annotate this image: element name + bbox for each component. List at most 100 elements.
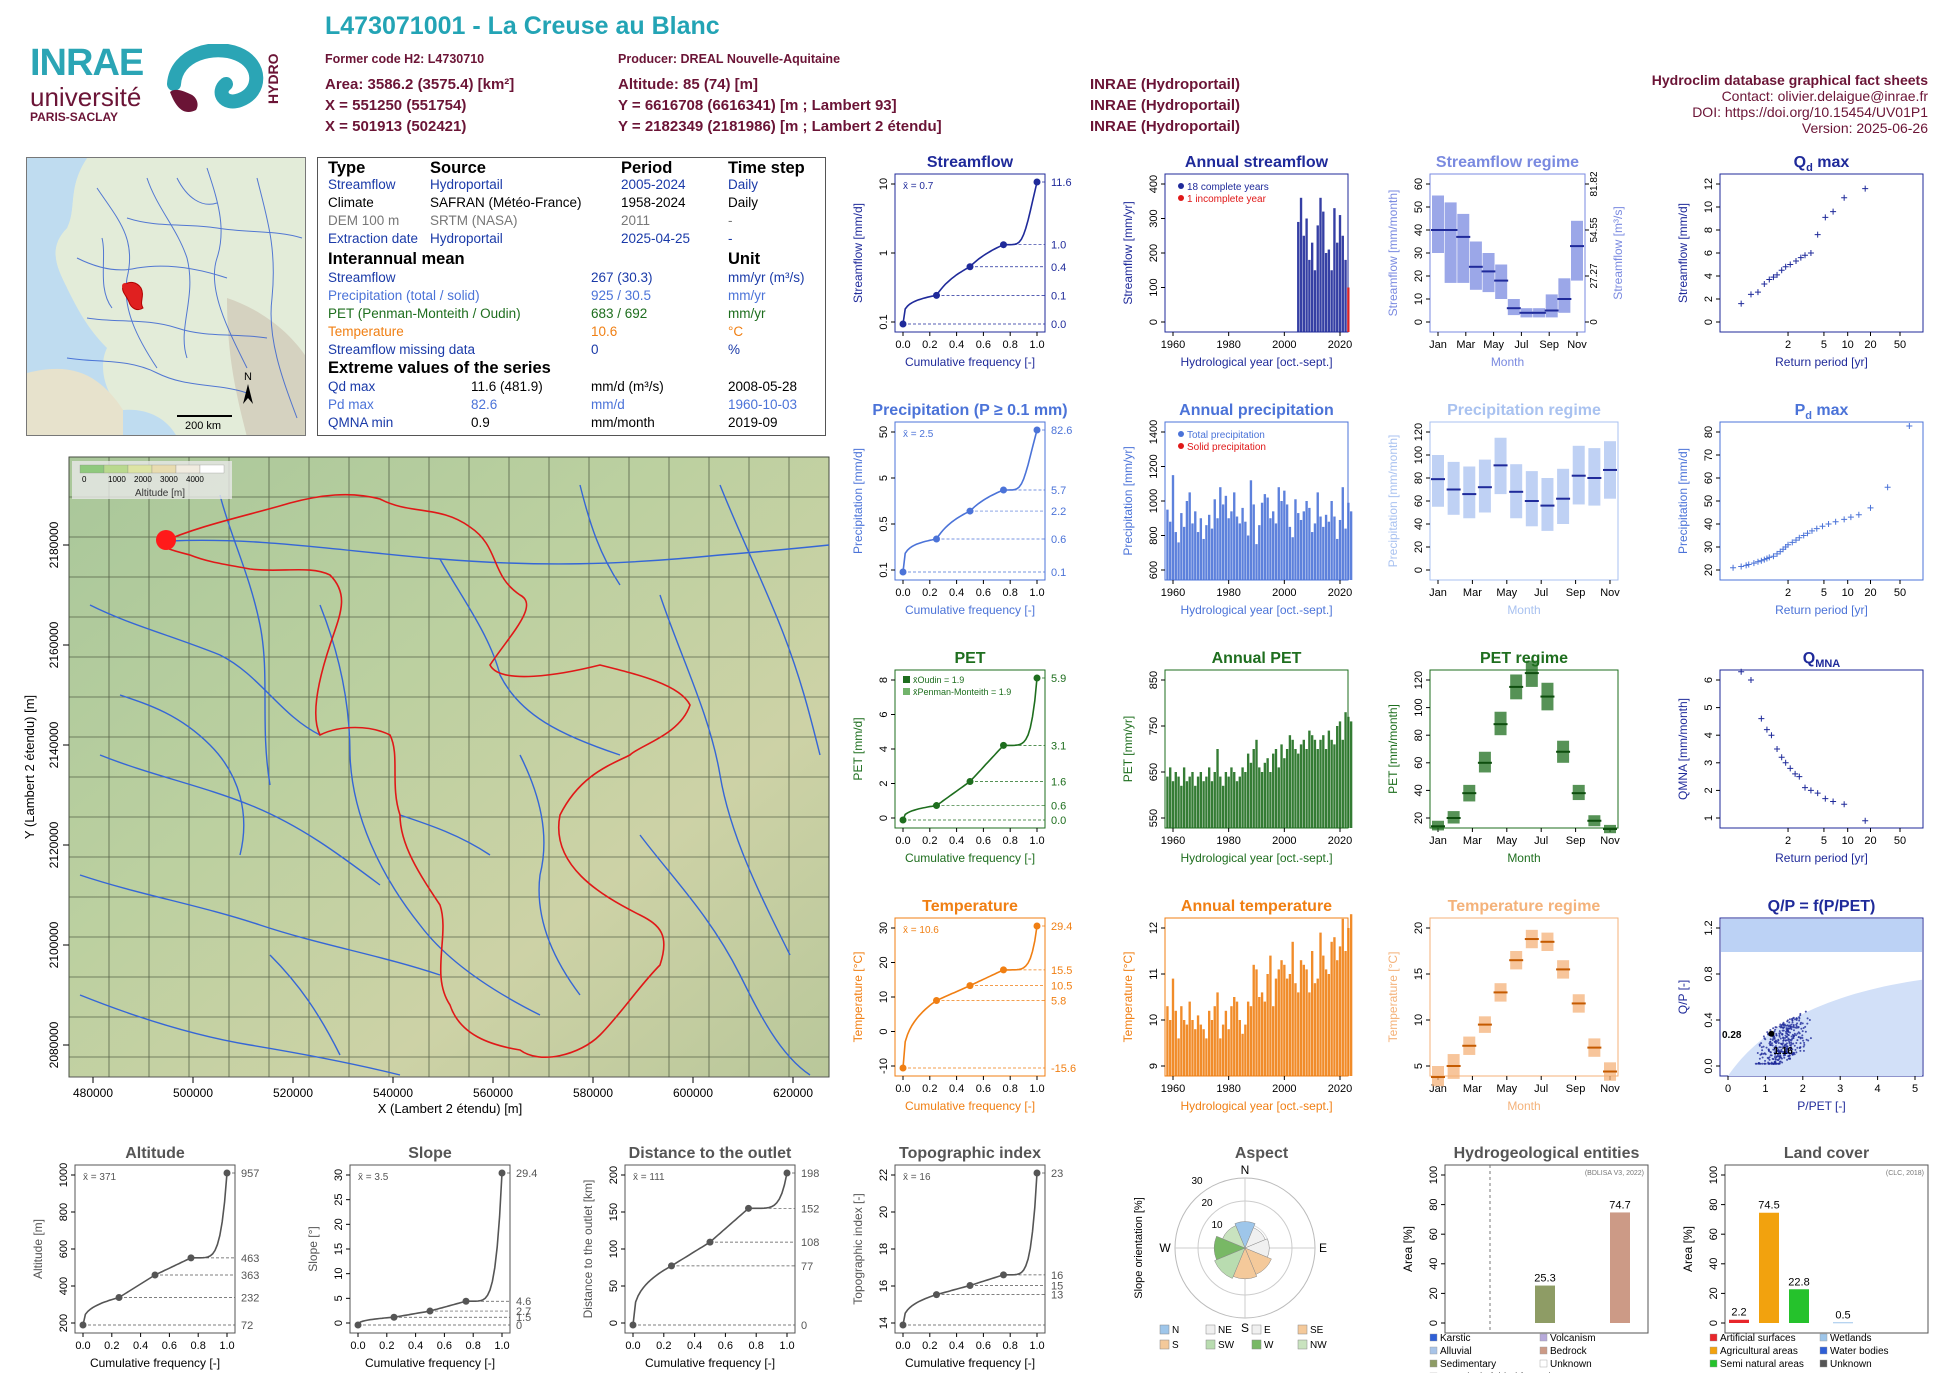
contact[interactable]: Contact: olivier.delaigue@inrae.fr (1721, 88, 1928, 104)
category-legend-swatch (1709, 1359, 1718, 1368)
annual-bar (1216, 518, 1219, 580)
qp-point (1778, 1055, 1781, 1058)
quantile-point (1033, 178, 1041, 186)
qp-point (1792, 1029, 1795, 1032)
xtick-label: 1.0 (1029, 1340, 1044, 1352)
chart-qp_ppet: Q/P = f(P/PET) Q/P [-] P/PET [-] 0 1 2 3 4 5 0.0 0… (1676, 898, 1924, 1113)
gumbel-point (1906, 423, 1913, 430)
ytick-label: 0 (1413, 567, 1425, 573)
minimap-north-label: N (244, 371, 252, 383)
xtick-label: 1.0 (1029, 835, 1044, 847)
annual-bar (1219, 1038, 1222, 1076)
regime-box (1447, 461, 1460, 515)
chart-title: Land cover (1784, 1145, 1869, 1162)
right-quantile-label: 16 (1051, 1270, 1063, 1282)
chart-title: Hydrogeological entities (1454, 1145, 1640, 1162)
xtick-label: Sep (1566, 835, 1586, 847)
xtick-label: 10 (1842, 339, 1854, 351)
quantile-point (966, 982, 974, 990)
ytick-label: 4 (1703, 273, 1715, 279)
xtick-label: 0.4 (408, 1340, 423, 1352)
plot-frame (74, 1164, 236, 1334)
right-quantile-label: 0.0 (1051, 815, 1066, 827)
qp-point (1801, 1034, 1804, 1037)
qp-point (1788, 1021, 1791, 1024)
category-legend-label: Unknown (1830, 1359, 1872, 1370)
annual-bar (1260, 772, 1264, 828)
annual-bar (1330, 941, 1333, 1076)
xtick-label: 2000 (1272, 835, 1296, 847)
db-meta: Hydroclim database graphical fact sheets… (1652, 72, 1928, 136)
annual-bar (1269, 518, 1272, 580)
qp-point (1776, 1058, 1779, 1061)
annual-bar (1274, 523, 1278, 580)
x-lambert93: X = 551250 (551754) (325, 97, 467, 114)
ytick-label: 3 (1703, 760, 1715, 766)
annual-bar (1246, 535, 1250, 580)
qp-point (1791, 1019, 1794, 1022)
xtick-label: 5 (1821, 835, 1827, 847)
doi-link[interactable]: DOI: https://doi.org/10.15454/UV01P1 (1692, 104, 1928, 120)
ytick-label: 2 (878, 780, 890, 786)
gumbel-point (1770, 274, 1777, 281)
regime-box (1463, 466, 1476, 519)
chart-xlabel: Cumulative frequency [-] (905, 355, 1035, 369)
category-legend-label: Semi natural areas (1720, 1359, 1804, 1370)
right-quantile-label: 3.1 (1051, 740, 1066, 752)
right-quantile-label: 198 (801, 1168, 819, 1180)
chart-title-sub: MNA (1815, 658, 1840, 670)
mean-label: x̄ = 16 (903, 1172, 931, 1183)
annual-bar (1349, 511, 1353, 580)
qp-point (1779, 1042, 1782, 1045)
gumbel-point (1800, 532, 1807, 539)
annual-bar (1274, 978, 1278, 1076)
map-xtick-label: 480000 (73, 1086, 113, 1100)
qp-point (1776, 1053, 1779, 1056)
table-cell-period: 2011 (621, 213, 651, 228)
qp-annotation: 0.28 (1722, 1030, 1742, 1041)
regime-box (1444, 202, 1457, 283)
gumbel-point (1847, 514, 1854, 521)
map-ytick-label: 2120000 (47, 821, 61, 868)
chart-xlabel: Hydrological year [oct.-sept.] (1180, 603, 1332, 617)
ytick-label: 5 (1703, 705, 1715, 711)
quantile-point (966, 1281, 974, 1289)
legend-label: Total precipitation (1187, 430, 1265, 441)
annual-bar (1291, 739, 1294, 828)
gumbel-point (1770, 553, 1777, 560)
qp-point (1782, 1021, 1785, 1024)
annual-bar (1316, 749, 1319, 828)
mean-cell-unit: °C (728, 324, 744, 339)
annual-bar (1294, 749, 1297, 828)
annual-bar (1266, 497, 1269, 580)
annual-bar (1341, 487, 1344, 580)
ytick-label: 200 (58, 1314, 70, 1332)
mean-label: x̄ = 111 (633, 1172, 665, 1183)
aspect-legend-swatch (1251, 1324, 1262, 1335)
qp-point (1765, 1046, 1768, 1049)
qp-point (1790, 1039, 1793, 1042)
aspect-sector-NW (1222, 1225, 1246, 1249)
annual-bar (1244, 521, 1247, 580)
qp-point (1803, 1043, 1806, 1046)
chart-title-sub: d (1806, 162, 1813, 174)
ytick-label: 30 (1413, 247, 1425, 259)
aspect-legend-label: S (1172, 1340, 1179, 1351)
ytick-label: 0.4 (1703, 1012, 1715, 1027)
ytick-label: 800 (58, 1203, 70, 1221)
annual-bar (1297, 753, 1300, 828)
plot-frame (1429, 421, 1619, 581)
gumbel-point (1796, 534, 1803, 541)
annual-bar (1177, 776, 1180, 828)
qp-point (1780, 1026, 1783, 1029)
qp-limit-zone (1721, 919, 1922, 952)
chart-source: (BDLISA V3, 2022) (1585, 1170, 1644, 1177)
annual-bar (1272, 511, 1275, 580)
ytick-label: 22 (878, 1169, 890, 1181)
ytick-label: 11 (1148, 968, 1160, 979)
right-quantile-label: 72 (241, 1320, 253, 1332)
plot-frame (894, 669, 1046, 829)
qp-point (1776, 1062, 1779, 1065)
annual-bar (1333, 516, 1336, 580)
chart-xlabel: Month (1507, 851, 1540, 865)
